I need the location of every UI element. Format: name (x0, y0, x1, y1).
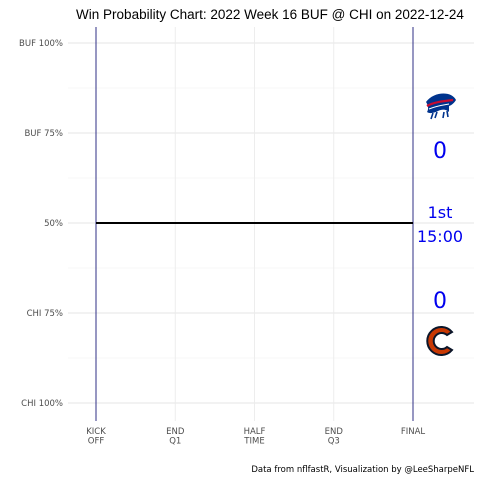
x-tick-label: END Q1 (166, 427, 185, 447)
x-tick-label-line: FINAL (401, 427, 426, 437)
chart-caption: Data from nflfastR, Visualization by @Le… (251, 465, 474, 475)
bills-logo-icon (426, 93, 456, 120)
x-tick-label-line: END (325, 427, 344, 437)
y-tick-label: CHI 100% (21, 399, 63, 409)
game-clock: 15:00 (417, 227, 463, 246)
x-tick-label-line: KICK (86, 427, 106, 437)
home-score: 0 (433, 289, 447, 314)
x-tick-label-line: Q1 (169, 437, 181, 447)
x-tick-label-line: OFF (88, 437, 105, 447)
x-tick-label-line: HALF (244, 427, 266, 437)
y-axis-tick-labels: BUF 100% BUF 75% 50% CHI 75% CHI 100% (19, 39, 63, 409)
x-tick-label-line: Q3 (328, 437, 340, 447)
away-score: 0 (433, 139, 447, 164)
x-tick-label: FINAL (401, 427, 426, 437)
x-tick-label-line: TIME (243, 437, 264, 447)
y-tick-label: BUF 75% (24, 129, 63, 139)
x-tick-label: HALF TIME (243, 427, 265, 447)
chart-title: Win Probability Chart: 2022 Week 16 BUF … (76, 7, 464, 22)
x-tick-label-line: END (166, 427, 185, 437)
y-tick-label: BUF 100% (19, 39, 63, 49)
game-quarter: 1st (428, 203, 453, 222)
x-tick-label: END Q3 (325, 427, 344, 447)
y-tick-label: CHI 75% (27, 309, 63, 319)
bears-logo-icon (426, 326, 454, 356)
y-tick-label: 50% (44, 219, 63, 229)
x-tick-label: KICK OFF (86, 427, 106, 447)
